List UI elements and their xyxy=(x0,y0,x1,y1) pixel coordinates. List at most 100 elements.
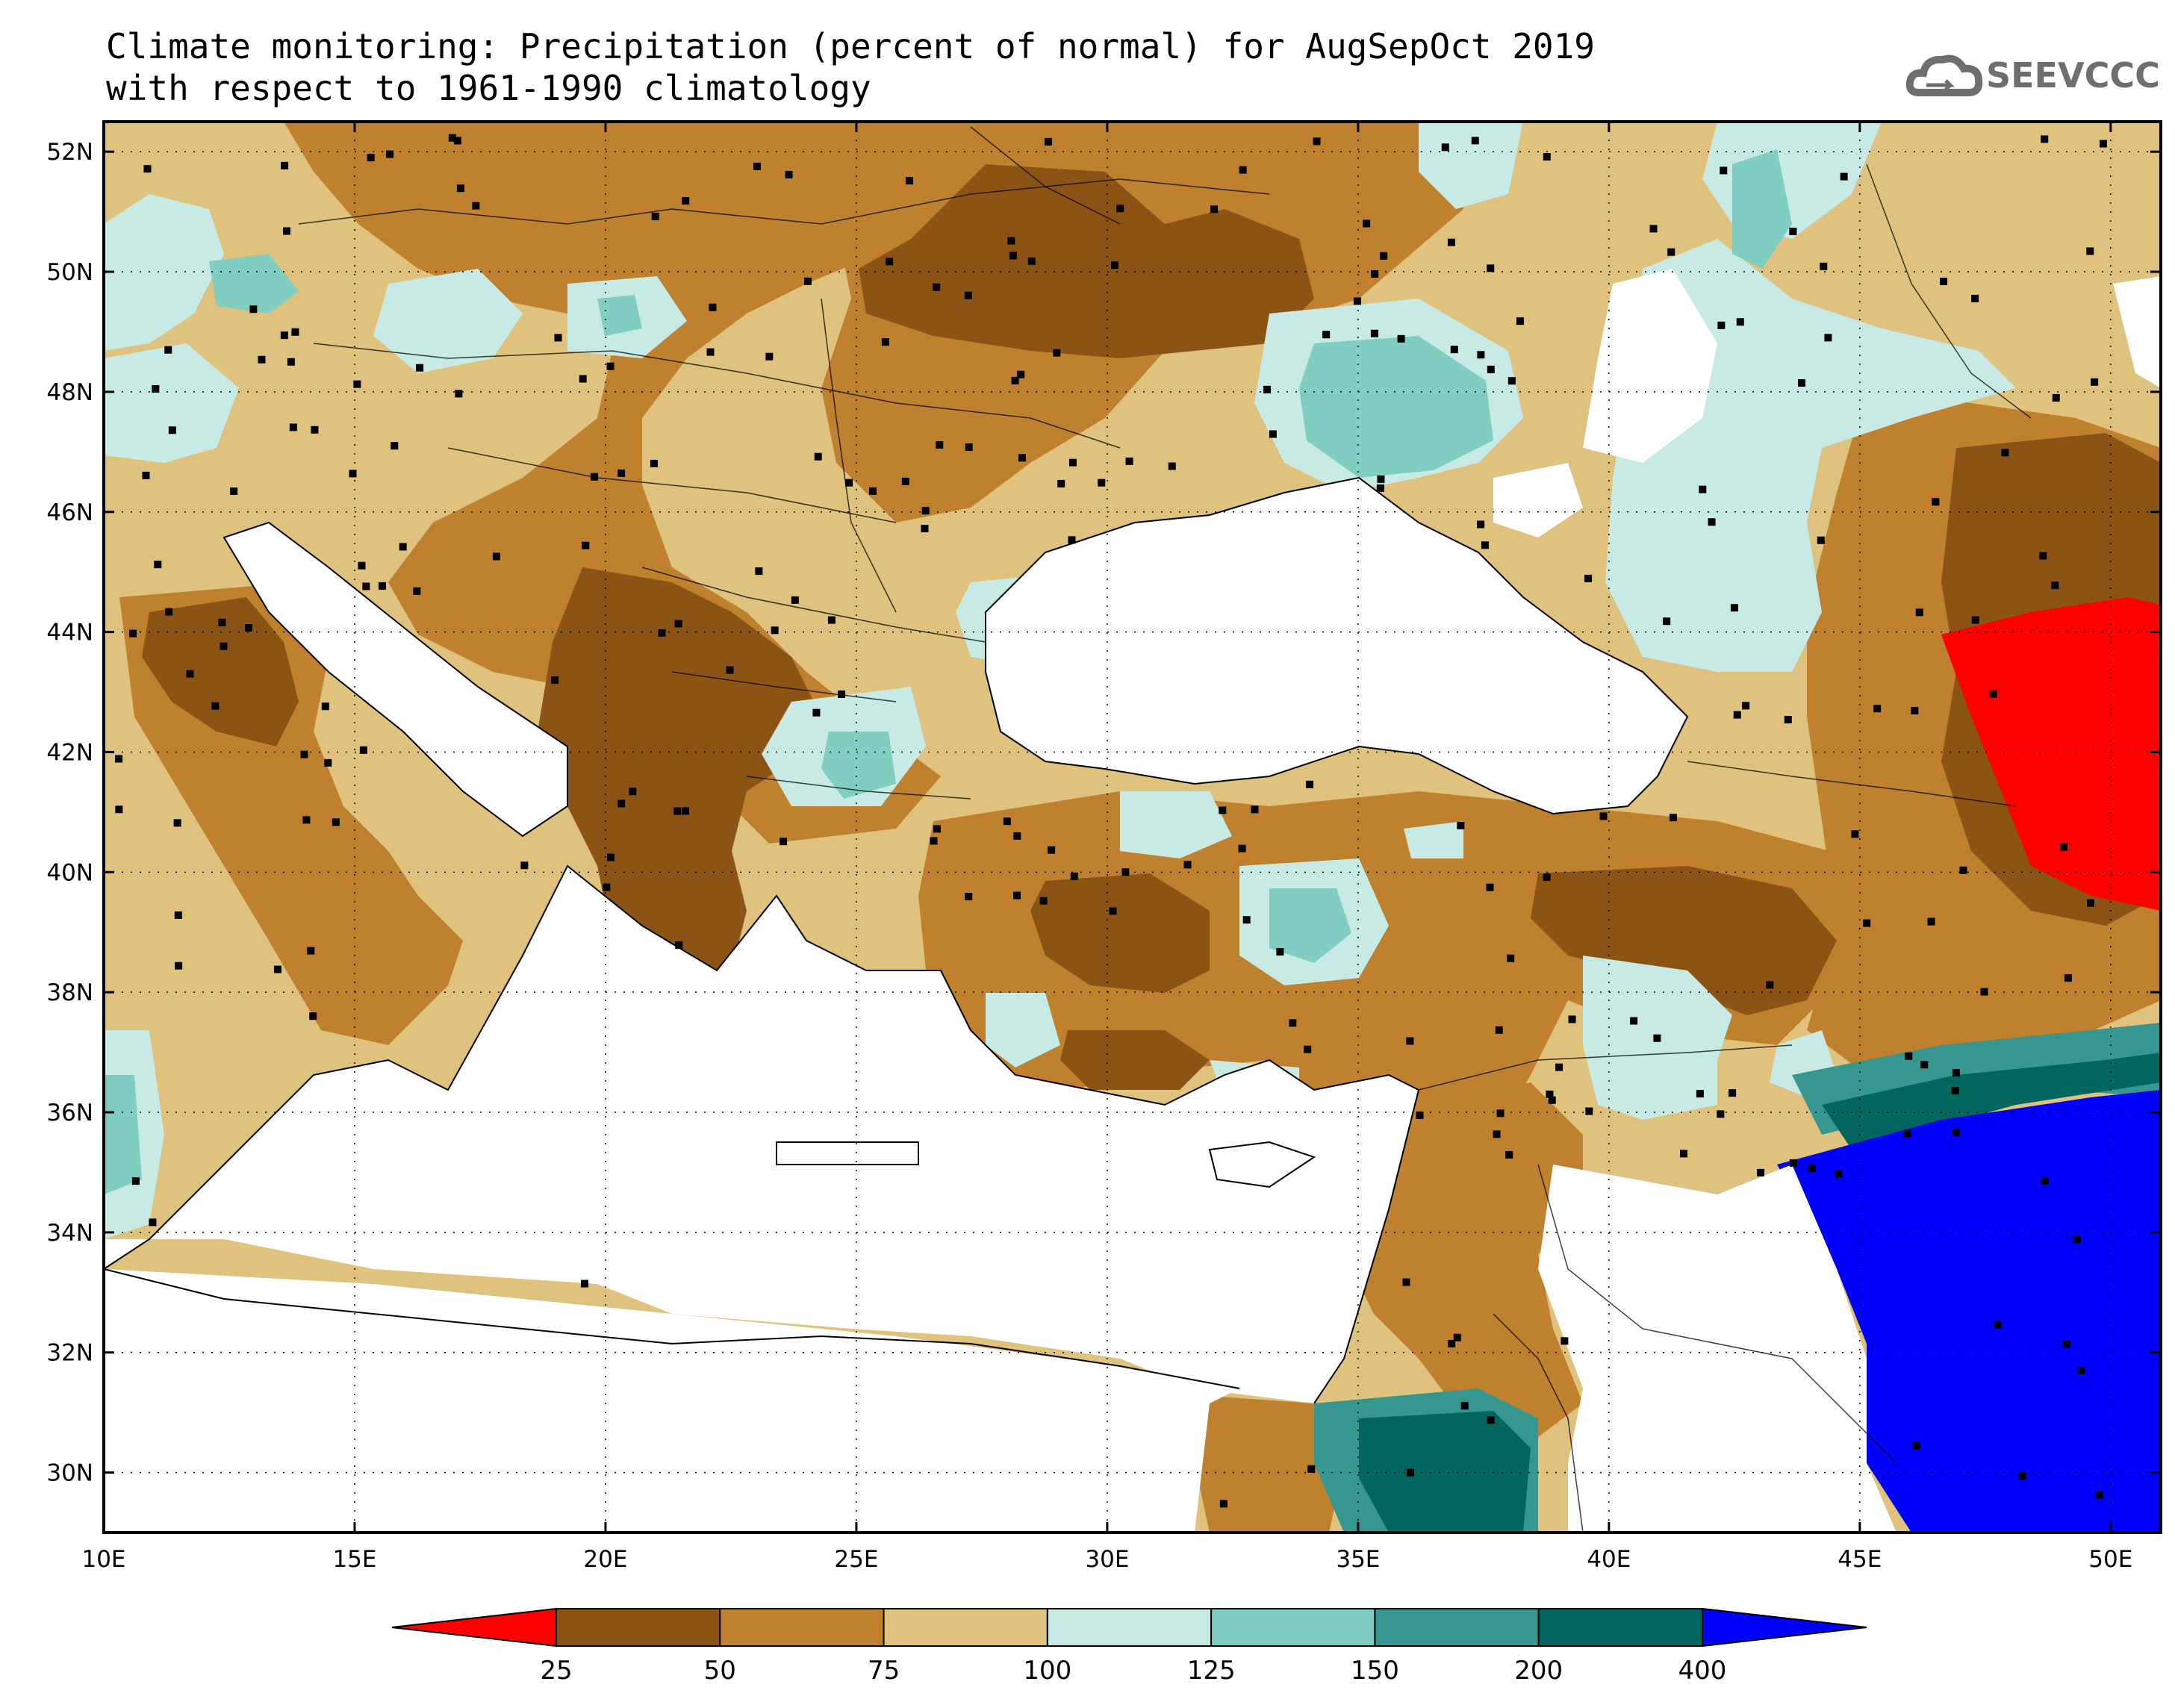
station-marker xyxy=(302,816,311,824)
colorbar-box xyxy=(1374,1608,1540,1647)
station-marker xyxy=(1495,1026,1503,1034)
station-marker xyxy=(580,1280,588,1288)
y-tick-label: 46N xyxy=(46,499,93,526)
station-marker xyxy=(129,629,137,638)
station-marker xyxy=(812,708,821,717)
station-marker xyxy=(230,487,238,496)
x-tick-label: 35E xyxy=(1336,1546,1380,1573)
station-marker xyxy=(1313,137,1321,146)
station-marker xyxy=(2095,1491,2103,1499)
station-marker xyxy=(321,702,329,711)
colorbar-label: 200 xyxy=(1514,1656,1563,1686)
colorbar-box xyxy=(1046,1608,1213,1647)
station-marker xyxy=(617,800,626,808)
station-marker xyxy=(1053,349,1061,357)
field-125-150 xyxy=(104,149,1792,1194)
station-marker xyxy=(174,911,182,919)
station-marker xyxy=(1543,153,1551,161)
station-marker xyxy=(1548,1096,1556,1104)
station-marker xyxy=(349,470,357,478)
y-tick-label: 44N xyxy=(46,620,93,646)
station-marker xyxy=(791,596,799,604)
station-marker xyxy=(2018,1472,2026,1480)
station-marker xyxy=(1630,1017,1638,1025)
colorbar-box xyxy=(1210,1608,1376,1647)
station-marker xyxy=(2062,1340,2070,1348)
station-marker xyxy=(1481,541,1489,549)
station-marker xyxy=(1453,1333,1461,1341)
station-marker xyxy=(1568,1015,1576,1023)
caspian-gap xyxy=(2113,276,2161,388)
station-marker xyxy=(173,819,181,827)
station-marker xyxy=(827,616,836,624)
station-marker xyxy=(1507,377,1516,385)
station-marker xyxy=(1989,690,1997,698)
colorbar-label: 50 xyxy=(704,1656,736,1686)
station-marker xyxy=(881,338,889,346)
y-tick-label: 48N xyxy=(46,379,93,406)
station-marker xyxy=(1932,498,1940,506)
station-marker xyxy=(1911,707,1919,715)
station-marker xyxy=(1376,484,1384,492)
med-coast xyxy=(104,864,1420,1404)
colorbar-low-triangle xyxy=(391,1607,557,1648)
station-marker xyxy=(814,452,822,461)
map-title-line2: with respect to 1961-1990 climatology xyxy=(106,68,871,108)
station-marker xyxy=(1546,1090,1554,1098)
colorbar-label: 400 xyxy=(1678,1656,1727,1686)
station-marker xyxy=(1766,981,1774,989)
station-marker xyxy=(1585,1107,1593,1115)
station-marker xyxy=(1757,1168,1765,1176)
y-tick-label: 52N xyxy=(46,139,93,166)
station-marker xyxy=(1835,1170,1843,1178)
station-marker xyxy=(838,690,846,698)
y-tick-label: 42N xyxy=(46,739,93,766)
station-marker xyxy=(472,202,480,210)
station-marker xyxy=(1450,346,1458,354)
station-marker xyxy=(358,561,366,570)
station-marker xyxy=(289,423,297,431)
station-marker xyxy=(1486,883,1494,891)
station-marker xyxy=(771,626,779,635)
station-marker xyxy=(453,137,461,145)
station-marker xyxy=(1555,1063,1563,1071)
station-marker xyxy=(682,197,690,205)
station-marker xyxy=(1441,143,1449,152)
station-marker xyxy=(785,170,793,178)
station-marker xyxy=(1397,334,1405,343)
station-marker xyxy=(1663,617,1671,626)
station-marker xyxy=(1011,376,1019,384)
station-marker xyxy=(753,162,761,170)
station-marker xyxy=(1927,917,1935,926)
country-borders xyxy=(298,126,2032,1533)
station-marker xyxy=(1817,536,1825,544)
station-marker xyxy=(448,134,456,142)
station-marker xyxy=(1044,137,1052,146)
station-marker xyxy=(1380,252,1388,260)
station-marker xyxy=(901,477,909,485)
station-marker xyxy=(416,364,424,372)
station-marker xyxy=(1669,814,1677,822)
station-marker xyxy=(1789,227,1797,235)
station-marker xyxy=(2060,843,2068,851)
station-marker xyxy=(2051,582,2059,590)
station-marker xyxy=(258,355,266,364)
station-marker xyxy=(1239,166,1247,174)
station-marker xyxy=(1784,715,1792,723)
x-tick-label: 15E xyxy=(332,1546,376,1573)
station-marker xyxy=(921,507,930,515)
station-marker xyxy=(1717,321,1726,329)
y-tick-label: 36N xyxy=(46,1100,93,1126)
station-marker xyxy=(492,552,500,561)
station-marker xyxy=(675,941,683,950)
station-marker xyxy=(1070,872,1078,880)
station-marker xyxy=(131,1177,140,1185)
station-marker xyxy=(1017,370,1025,378)
station-marker xyxy=(332,818,340,826)
station-marker xyxy=(520,861,529,870)
station-marker xyxy=(1863,919,1871,927)
station-marker xyxy=(936,440,944,449)
station-marker xyxy=(1251,805,1259,814)
station-marker xyxy=(1477,351,1485,359)
station-marker xyxy=(1018,454,1026,462)
